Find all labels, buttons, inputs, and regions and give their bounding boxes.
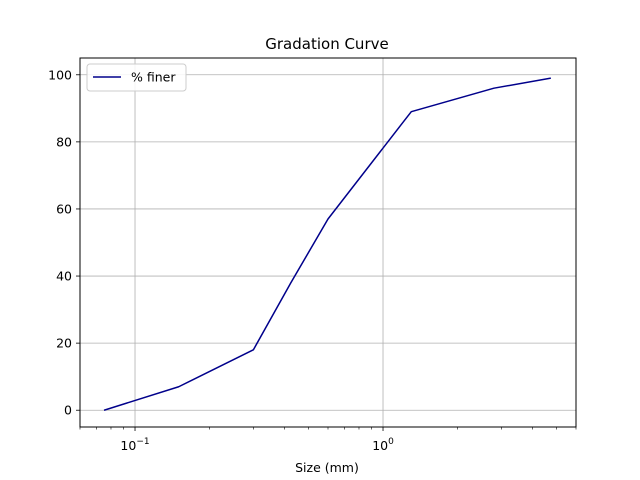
series-line (103, 77, 551, 411)
plot-area-frame (79, 57, 577, 428)
y-tick-label: 100 (48, 67, 72, 82)
y-tick-label: 0 (64, 403, 72, 418)
grid-lines (80, 58, 576, 427)
legend: % finer (86, 63, 187, 92)
x-axis-label: Size (mm) (295, 460, 359, 475)
y-tick-label: 60 (56, 201, 72, 216)
y-tick-label: 40 (56, 269, 72, 284)
legend-box (86, 63, 187, 92)
y-tick-label: 20 (56, 336, 72, 351)
series-layer (103, 77, 551, 411)
legend-label: % finer (131, 70, 176, 85)
y-tick-label: 80 (56, 134, 72, 149)
chart-title: Gradation Curve (265, 35, 388, 53)
